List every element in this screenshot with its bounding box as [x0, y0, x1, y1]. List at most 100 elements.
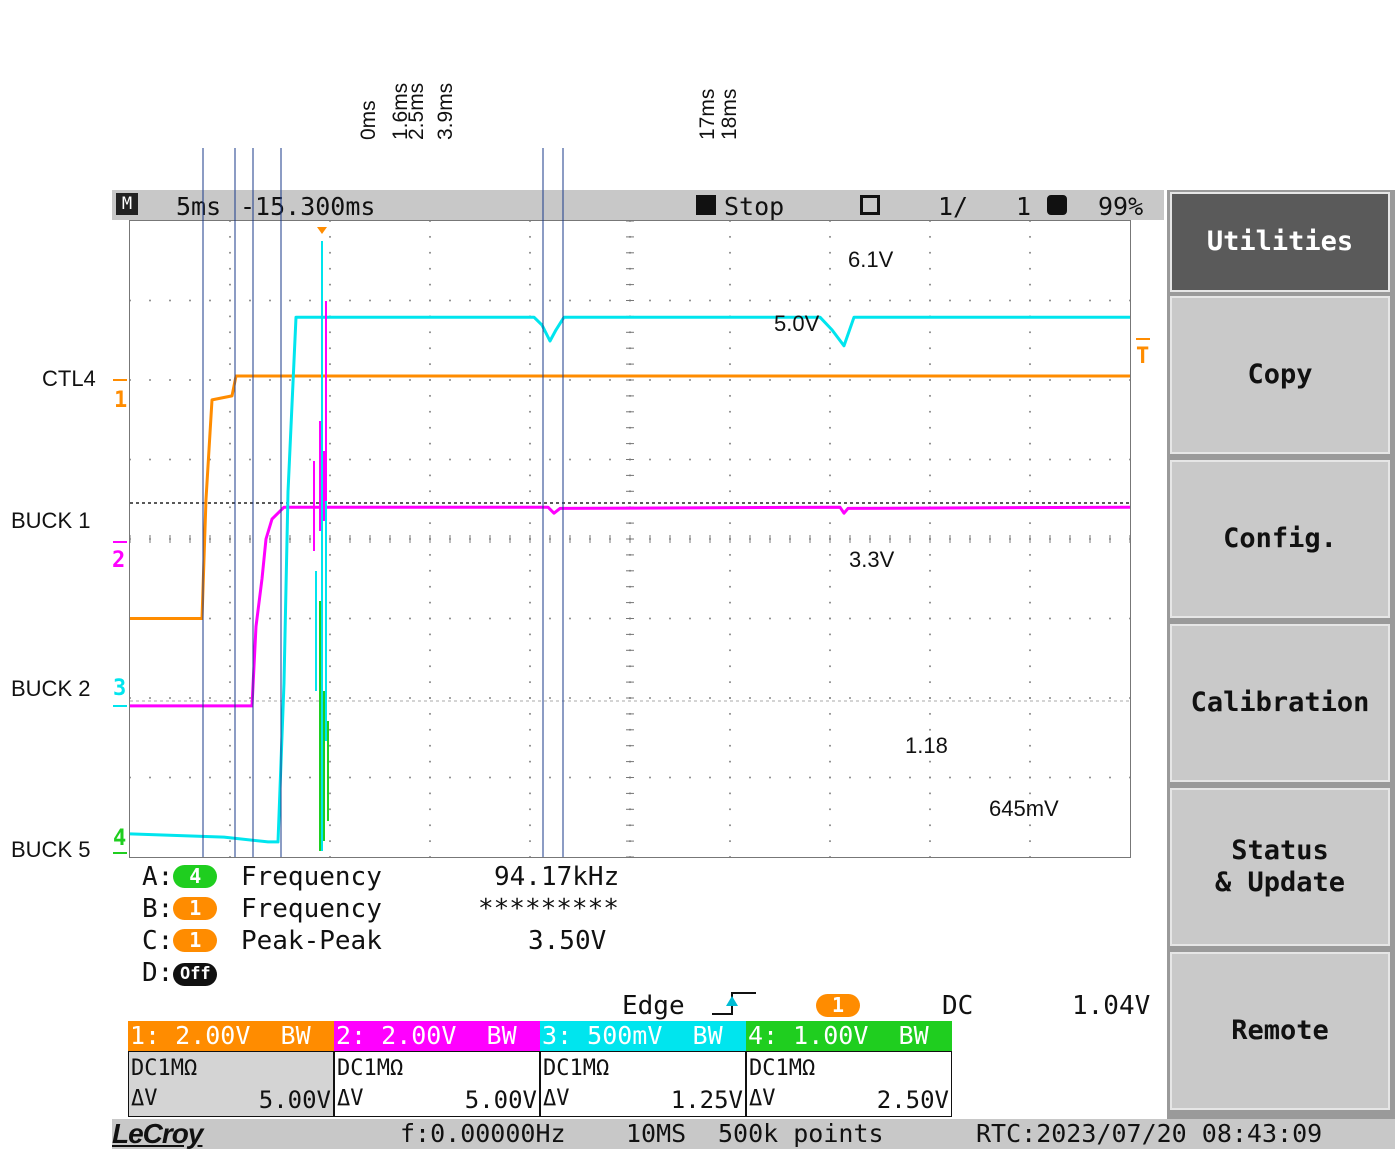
grid-dot — [829, 522, 831, 525]
grid-dot — [729, 363, 731, 366]
ch2-marker[interactable]: 2 — [112, 548, 126, 573]
grid-dot — [309, 697, 311, 699]
grid-dot — [909, 776, 911, 779]
measurement-row[interactable]: A: 4 Frequency — [142, 862, 382, 892]
grid-dot — [1029, 808, 1031, 811]
grid-dot — [489, 776, 491, 779]
menu-calibration-button[interactable]: Calibration — [1170, 624, 1390, 782]
grid-dot — [529, 299, 531, 302]
grid-dot — [669, 299, 671, 302]
menu-utilities-button[interactable]: Utilities — [1170, 192, 1390, 292]
grid-dot — [229, 681, 231, 684]
grid-dot — [929, 490, 931, 493]
grid-dot — [229, 315, 231, 318]
grid-dot — [529, 363, 531, 366]
menu-remote-button[interactable]: Remote — [1170, 952, 1390, 1110]
channel-1-settings[interactable]: 1: 2.00V BW DC1MΩ ΔV 5.00V — [128, 1021, 334, 1117]
grid-dot — [529, 458, 531, 461]
measurement-row[interactable]: C: 1 Peak-Peak — [142, 926, 382, 956]
grid-dot — [329, 299, 331, 302]
grid-dot — [729, 221, 731, 222]
menu-config-button[interactable]: Config. — [1170, 460, 1390, 618]
channel-4-settings[interactable]: 4: 1.00V BW DC1MΩ ΔV 2.50V — [746, 1021, 952, 1117]
ch4-marker[interactable]: 4 — [113, 826, 127, 851]
grid-dot — [829, 221, 831, 222]
grid-dot — [869, 379, 871, 381]
annotation-ch4-dip: 645mV — [989, 796, 1059, 821]
grid-dot — [829, 792, 831, 795]
grid-dot — [429, 235, 431, 238]
grid-dot — [929, 410, 931, 413]
grid-dot — [729, 331, 731, 334]
ch1-marker[interactable]: 1 — [114, 388, 128, 413]
grid-dot — [569, 697, 571, 699]
grid-dot — [569, 617, 571, 620]
grid-dot — [229, 490, 231, 493]
grid-dot — [429, 617, 431, 620]
grid-dot — [389, 379, 391, 381]
grid-dot — [1029, 347, 1031, 350]
grid-dot — [589, 617, 591, 620]
grid-dot — [529, 760, 531, 763]
grid-dot — [329, 776, 331, 779]
grid-dot — [429, 840, 431, 843]
grid-dot — [369, 299, 371, 302]
menu-status-update-button[interactable]: Status & Update — [1170, 788, 1390, 946]
grid-dot — [1029, 617, 1031, 620]
grid-dot — [609, 697, 611, 699]
grid-dot — [469, 379, 471, 381]
grid-dot — [829, 776, 831, 779]
grid-dot — [329, 601, 331, 604]
grid-dot — [749, 299, 751, 302]
grid-dot — [130, 379, 131, 381]
annotation-ch4-level: 1.18 — [905, 733, 948, 758]
measurement-value: 94.17kHz — [494, 862, 620, 892]
grid-dot — [349, 697, 351, 699]
grid-dot — [729, 474, 731, 477]
grid-dot — [329, 331, 331, 334]
grid-dot — [709, 458, 711, 461]
grid-dot — [1029, 681, 1031, 684]
grid-dot — [229, 601, 231, 604]
grid-dot — [929, 553, 931, 556]
ch4-marker-tick — [113, 852, 127, 854]
grid-dot — [929, 379, 931, 381]
grid-dot — [869, 299, 871, 302]
grid-dot — [529, 474, 531, 477]
grid-dot — [669, 617, 671, 620]
channel-3-header: 3: 500mV BW — [540, 1021, 746, 1051]
measurement-channel-badge: Off — [173, 963, 218, 986]
measurement-row[interactable]: B: 1 Frequency — [142, 894, 382, 924]
ch3-marker[interactable]: 3 — [113, 676, 127, 701]
grid-dot — [229, 442, 231, 445]
grid-dot — [729, 792, 731, 795]
grid-dot — [229, 760, 231, 763]
grid-dot — [909, 379, 911, 381]
grid-dot — [529, 267, 531, 270]
grid-dot — [1069, 617, 1071, 620]
annotation-ch3-level: 3.3V — [849, 547, 895, 572]
grid-dot — [829, 394, 831, 397]
trigger-level-marker[interactable]: T — [1136, 344, 1150, 369]
grid-dot — [929, 426, 931, 429]
channel-2-settings[interactable]: 2: 2.00V BW DC1MΩ ΔV 5.00V — [334, 1021, 540, 1117]
menu-copy-button[interactable]: Copy — [1170, 296, 1390, 454]
grid-dot — [529, 221, 531, 222]
grid-dot — [1029, 697, 1031, 699]
channel-3-settings[interactable]: 3: 500mV BW DC1MΩ ΔV 1.25V — [540, 1021, 746, 1117]
measurement-row[interactable]: D: Off — [142, 958, 218, 988]
grid-dot — [429, 553, 431, 556]
grid-dot — [1029, 379, 1031, 381]
grid-dot — [649, 776, 651, 779]
grid-dot — [529, 442, 531, 445]
grid-dot — [1129, 379, 1130, 381]
grid-dot — [929, 601, 931, 604]
grid-dot — [729, 522, 731, 525]
grid-dot — [789, 697, 791, 699]
grid-dot — [229, 840, 231, 843]
grid-dot — [469, 299, 471, 302]
channel-2-dv-label: ΔV — [337, 1086, 364, 1111]
grid-dot — [589, 697, 591, 699]
channel-2-header: 2: 2.00V BW — [334, 1021, 540, 1051]
grid-dot — [429, 410, 431, 413]
